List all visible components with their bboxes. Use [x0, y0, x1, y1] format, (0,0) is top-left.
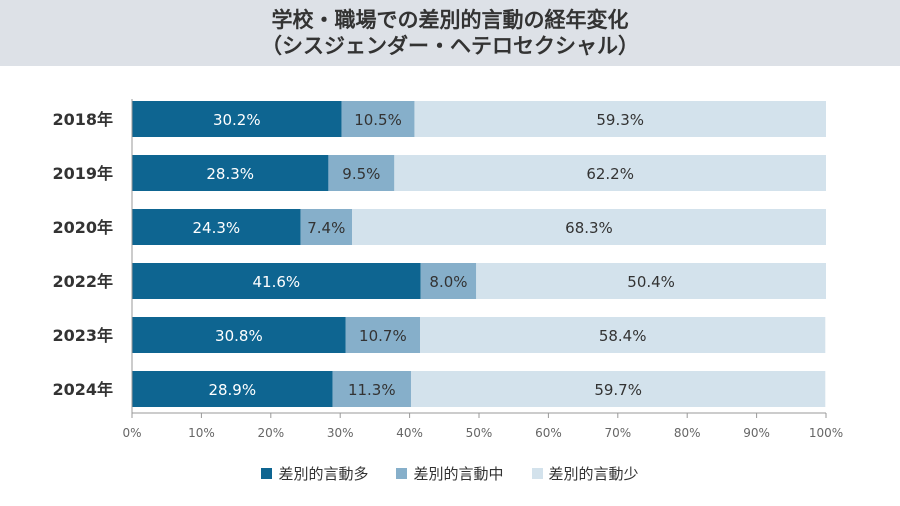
bar-segment-mid [420, 263, 477, 299]
category-label: 2019年 [52, 164, 113, 183]
data-label-mid: 11.3% [348, 381, 396, 399]
legend-swatch-low [531, 468, 543, 479]
bar-segment-low [476, 263, 826, 299]
bar-segment-low [420, 317, 826, 353]
x-tick-label: 0% [122, 426, 141, 440]
x-tick-label: 10% [188, 426, 215, 440]
chart-title: 学校・職場での差別的言動の経年変化 [271, 8, 629, 32]
bar-segment-mid [341, 101, 415, 137]
bar-segment-high [132, 371, 333, 407]
category-label: 2018年 [52, 110, 113, 129]
data-label-mid: 9.5% [342, 165, 380, 183]
category-label: 2022年 [52, 272, 113, 291]
data-label-high: 30.8% [215, 327, 263, 345]
x-tick-label: 50% [466, 426, 493, 440]
bar-segment-high [132, 101, 342, 137]
data-label-high: 24.3% [192, 219, 240, 237]
bar-segment-high [132, 317, 346, 353]
data-label-high: 28.9% [208, 381, 256, 399]
bar-segment-mid [328, 155, 395, 191]
legend-label-mid: 差別的言動中 [413, 465, 504, 483]
x-tick-label: 70% [604, 426, 631, 440]
data-label-low: 59.3% [596, 111, 644, 129]
x-tick-label: 80% [674, 426, 701, 440]
legend-swatch-mid [396, 468, 408, 479]
x-tick-label: 60% [535, 426, 562, 440]
data-label-low: 62.2% [586, 165, 634, 183]
x-tick-label: 90% [743, 426, 770, 440]
data-label-mid: 7.4% [307, 219, 345, 237]
category-label: 2023年 [52, 326, 113, 345]
data-label-mid: 8.0% [429, 273, 467, 291]
data-label-mid: 10.5% [354, 111, 402, 129]
chart-title-banner: 学校・職場での差別的言動の経年変化 （シスジェンダー・ヘテロセクシャル） [0, 0, 900, 66]
legend-swatch-high [261, 468, 273, 479]
data-label-high: 41.6% [253, 273, 301, 291]
legend-item-high: 差別的言動多 [261, 463, 368, 484]
data-label-low: 68.3% [565, 219, 613, 237]
bar-segment-mid [300, 209, 352, 245]
data-label-mid: 10.7% [359, 327, 407, 345]
bar-segment-low [410, 371, 826, 407]
bar-segment-low [351, 209, 826, 245]
legend: 差別的言動多 差別的言動中 差別的言動少 [0, 463, 900, 484]
legend-label-low: 差別的言動少 [548, 465, 639, 483]
bar-segment-high [132, 209, 301, 245]
category-label: 2024年 [52, 380, 113, 399]
x-tick-label: 40% [396, 426, 423, 440]
x-tick-label: 30% [327, 426, 354, 440]
bar-segment-low [414, 101, 826, 137]
legend-item-low: 差別的言動少 [531, 463, 639, 484]
x-tick-label: 20% [257, 426, 284, 440]
bar-segment-high [132, 263, 421, 299]
category-label: 2020年 [52, 218, 113, 237]
data-label-low: 58.4% [599, 327, 647, 345]
data-label-high: 28.3% [206, 165, 254, 183]
bar-segment-mid [345, 317, 421, 353]
x-tick-label: 100% [809, 426, 843, 440]
data-label-low: 50.4% [627, 273, 675, 291]
bar-segment-mid [332, 371, 411, 407]
data-label-high: 30.2% [213, 111, 261, 129]
bar-segment-low [394, 155, 826, 191]
chart-subtitle: （シスジェンダー・ヘテロセクシャル） [261, 34, 639, 58]
legend-label-high: 差別的言動多 [278, 465, 369, 483]
legend-item-mid: 差別的言動中 [396, 463, 504, 484]
bar-segment-high [132, 155, 329, 191]
data-label-low: 59.7% [594, 381, 642, 399]
